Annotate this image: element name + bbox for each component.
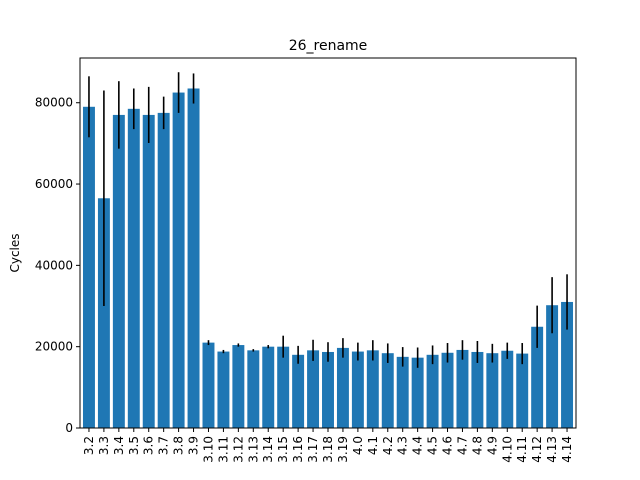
x-tick-label-3.16: 3.16 [291, 436, 305, 463]
bar-4.14 [561, 301, 574, 428]
bar-4.1 [366, 350, 379, 428]
bar-3.11 [217, 351, 230, 428]
x-tick-label-4.0: 4.0 [351, 436, 365, 455]
x-tick-label-3.8: 3.8 [172, 436, 186, 455]
bar-4.4 [411, 357, 424, 428]
bar-4.12 [531, 326, 544, 428]
plot-frame [79, 57, 577, 429]
x-tick-label-3.17: 3.17 [306, 436, 320, 463]
bar-4.8 [471, 351, 484, 428]
x-tick-label-3.15: 3.15 [276, 436, 290, 463]
y-axis-label: Cycles [8, 233, 22, 272]
x-tick-label-3.14: 3.14 [261, 436, 275, 463]
x-tick-label-3.3: 3.3 [97, 436, 111, 455]
x-tick-label-3.13: 3.13 [246, 436, 260, 463]
bar-3.19 [336, 347, 349, 428]
bar-4.2 [381, 353, 394, 428]
x-tick-label-4.6: 4.6 [441, 436, 455, 455]
bar-3.3 [97, 198, 110, 428]
x-tick-label-3.7: 3.7 [157, 436, 171, 455]
bar-4.9 [486, 353, 499, 428]
x-tick-label-4.1: 4.1 [366, 436, 380, 455]
y-tick-label-20000: 20000 [35, 340, 73, 354]
x-tick-label-4.8: 4.8 [470, 436, 484, 455]
x-tick-label-3.12: 3.12 [231, 436, 245, 463]
x-tick-label-3.18: 3.18 [321, 436, 335, 463]
bar-4.3 [396, 356, 409, 428]
bar-3.2 [82, 106, 95, 428]
x-tick-label-3.11: 3.11 [216, 436, 230, 463]
bar-3.12 [232, 345, 245, 428]
y-tick-label-0: 0 [65, 421, 73, 435]
bars [82, 88, 574, 429]
bar-4.7 [456, 349, 469, 428]
x-tick-label-4.14: 4.14 [560, 436, 574, 463]
x-tick-label-4.5: 4.5 [426, 436, 440, 455]
bar-3.8 [172, 92, 185, 428]
bar-3.7 [157, 112, 170, 428]
x-tick-label-3.9: 3.9 [187, 436, 201, 455]
x-tick-label-3.5: 3.5 [127, 436, 141, 455]
bar-3.10 [202, 342, 215, 428]
bar-3.16 [292, 354, 305, 428]
x-tick-label-3.2: 3.2 [82, 436, 96, 455]
x-tick-label-4.3: 4.3 [396, 436, 410, 455]
x-tick-label-4.10: 4.10 [500, 436, 514, 463]
x-tick-label-3.4: 3.4 [112, 436, 126, 455]
x-tick-label-4.7: 4.7 [455, 436, 469, 455]
bar-3.15 [277, 346, 290, 428]
bar-3.4 [112, 114, 125, 429]
bar-3.17 [307, 350, 320, 428]
x-tick-label-4.11: 4.11 [515, 436, 529, 463]
bar-4.0 [351, 351, 364, 428]
bar-3.13 [247, 350, 260, 428]
x-tick-label-4.13: 4.13 [545, 436, 559, 463]
x-axis: 3.2 3.3 3.4 3.5 3.6 3.7 3.8 3.9 3.10 3.11 3.12 3.13… [82, 428, 574, 463]
bar-4.11 [516, 353, 529, 428]
y-tick-label-60000: 60000 [35, 177, 73, 191]
x-tick-label-3.10: 3.10 [201, 436, 215, 463]
bar-3.6 [142, 114, 155, 429]
bar-4.5 [426, 354, 439, 428]
x-tick-label-4.12: 4.12 [530, 436, 544, 463]
x-tick-label-4.9: 4.9 [485, 436, 499, 455]
chart-title: 26_rename [289, 38, 368, 54]
bar-4.10 [501, 350, 514, 428]
bar-4.13 [546, 305, 559, 428]
x-tick-label-3.6: 3.6 [142, 436, 156, 455]
x-tick-label-4.2: 4.2 [381, 436, 395, 455]
bar-3.14 [262, 346, 275, 428]
y-tick-label-80000: 80000 [35, 96, 73, 110]
y-axis: 0 20000 40000 60000 80000 [35, 96, 80, 435]
y-tick-label-40000: 40000 [35, 258, 73, 272]
x-tick-label-4.4: 4.4 [411, 436, 425, 455]
bar-3.9 [187, 88, 200, 429]
x-tick-label-3.19: 3.19 [336, 436, 350, 463]
bar-4.6 [441, 352, 454, 428]
bar-3.18 [322, 351, 334, 428]
bar-3.5 [127, 108, 140, 428]
error-bars [88, 72, 568, 368]
